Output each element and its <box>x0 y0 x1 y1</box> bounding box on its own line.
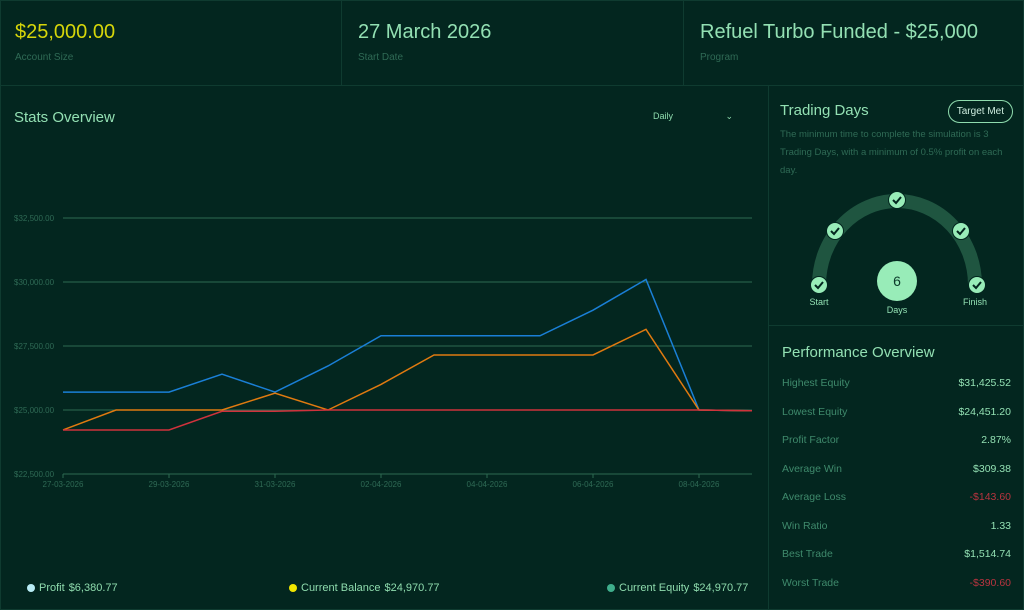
performance-label: Profit Factor <box>782 434 840 446</box>
stats-title: Stats Overview <box>14 109 115 126</box>
finish-label: Finish <box>962 297 987 307</box>
performance-title: Performance Overview <box>782 344 935 361</box>
performance-value: $31,425.52 <box>958 377 1011 389</box>
start-label: Start <box>809 297 829 307</box>
x-tick-label: 02-04-2026 <box>361 480 402 489</box>
performance-row: Highest Equity $31,425.52 <box>782 377 1011 389</box>
trading-days-gauge <box>810 191 986 301</box>
performance-row: Worst Trade -$390.60 <box>782 577 1011 589</box>
checkpoint-check-icon <box>810 276 828 294</box>
checkpoint-check-icon <box>968 276 986 294</box>
y-tick-label: $32,500.00 <box>14 214 55 223</box>
performance-row: Win Ratio 1.33 <box>782 520 1011 532</box>
performance-panel: Performance Overview Highest Equity $31,4… <box>768 325 1024 610</box>
performance-label: Lowest Equity <box>782 405 848 418</box>
performance-row: Average Loss -$143.60 <box>782 491 1011 503</box>
checkpoint-check-icon <box>952 222 970 240</box>
legend-dot-icon <box>289 584 297 592</box>
performance-label: Best Trade <box>782 548 833 560</box>
legend-value: $24,970.77 <box>384 582 440 594</box>
legend-dot-icon <box>607 584 615 592</box>
x-tick-label: 08-04-2026 <box>679 480 720 489</box>
performance-value: $1,514.74 <box>964 548 1011 560</box>
period-select[interactable]: Daily ⌄ <box>653 111 733 122</box>
stats-chart: $22,500.00 $25,000.00 $27,500.00 $30,000.00… <box>14 214 753 489</box>
performance-label: Highest Equity <box>782 377 850 389</box>
legend-label: Current Balance <box>301 582 381 594</box>
account-size-label: Account Size <box>15 52 74 63</box>
trading-days-panel: Trading Days Target Met The minimum time… <box>768 85 1024 326</box>
trading-days-title: Trading Days <box>780 102 869 119</box>
equity-line <box>63 278 753 412</box>
performance-value: 1.33 <box>990 519 1011 532</box>
profit-line <box>63 409 753 431</box>
y-tick-label: $25,000.00 <box>14 406 55 415</box>
y-tick-label: $30,000.00 <box>14 278 55 287</box>
days-label: Days <box>886 305 908 315</box>
checkpoint-check-icon <box>888 191 906 209</box>
trading-days-description: The minimum time to complete the simulat… <box>780 129 1003 176</box>
days-count: 6 <box>893 273 901 289</box>
x-tick-label: 04-04-2026 <box>467 480 508 489</box>
legend-value: $6,380.77 <box>68 582 118 594</box>
period-value: Daily <box>653 111 674 121</box>
program-label: Program <box>700 52 739 63</box>
performance-value: -$143.60 <box>969 491 1011 503</box>
x-tick-label: 29-03-2026 <box>149 480 190 489</box>
performance-value: -$390.60 <box>969 576 1011 589</box>
legend-label: Current Equity <box>619 582 690 594</box>
performance-row: Average Win $309.38 <box>782 463 1011 475</box>
legend-profit: Profit $6,380.77 <box>27 582 118 594</box>
target-met-badge[interactable]: Target Met <box>947 100 1013 123</box>
performance-label: Average Win <box>782 462 842 475</box>
y-tick-label: $27,500.00 <box>14 342 55 351</box>
x-tick-label: 27-03-2026 <box>43 480 84 489</box>
legend-equity: Current Equity $24,970.77 <box>607 582 748 594</box>
balance-line <box>62 328 753 431</box>
performance-label: Win Ratio <box>782 519 828 532</box>
performance-value: $309.38 <box>973 462 1011 475</box>
performance-label: Average Loss <box>782 491 847 503</box>
start-date-value: 27 March 2026 <box>358 21 492 43</box>
performance-value: 2.87% <box>981 434 1011 446</box>
y-tick-label: $22,500.00 <box>14 470 55 479</box>
account-size-value: $25,000.00 <box>15 21 116 43</box>
performance-row: Best Trade $1,514.74 <box>782 548 1011 560</box>
x-tick-label: 31-03-2026 <box>255 480 296 489</box>
chevron-down-icon: ⌄ <box>725 111 733 121</box>
performance-value: $24,451.20 <box>958 405 1011 418</box>
start-date-label: Start Date <box>358 52 404 63</box>
legend-label: Profit <box>39 582 65 594</box>
performance-row: Lowest Equity $24,451.20 <box>782 406 1011 418</box>
legend-dot-icon <box>27 584 35 592</box>
program-value: Refuel Turbo Funded - $25,000 <box>700 21 978 43</box>
legend-value: $24,970.77 <box>693 582 749 594</box>
performance-row: Profit Factor 2.87% <box>782 434 1011 446</box>
x-tick-label: 06-04-2026 <box>573 480 614 489</box>
performance-label: Worst Trade <box>782 576 839 589</box>
legend-balance: Current Balance $24,970.77 <box>289 582 440 594</box>
checkpoint-check-icon <box>826 222 844 240</box>
